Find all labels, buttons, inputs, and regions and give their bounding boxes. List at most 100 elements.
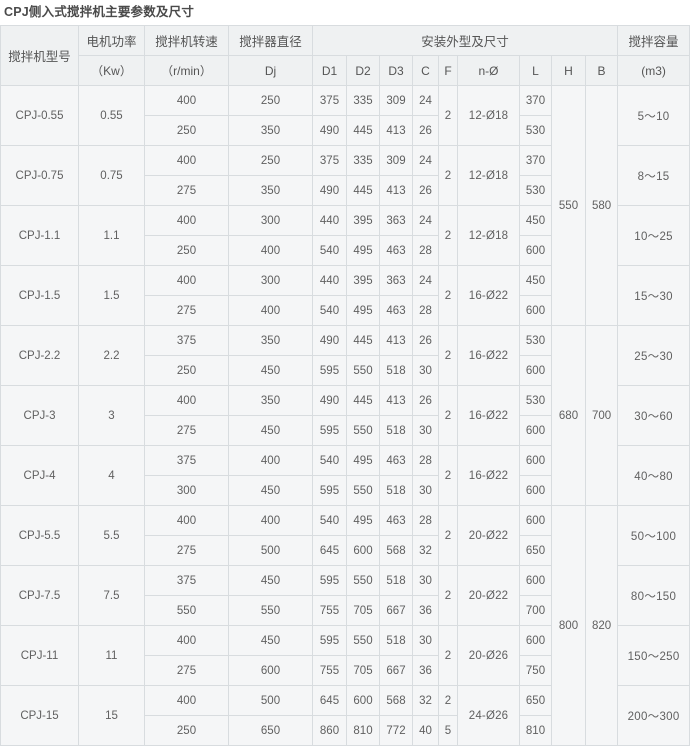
- cell-d3: 309: [380, 86, 413, 116]
- cell-dj: 450: [229, 476, 313, 506]
- cell-l: 600: [520, 296, 552, 326]
- cell-speed: 375: [145, 446, 229, 476]
- cell-b: 820: [586, 506, 618, 746]
- cell-nd: 20-Ø22: [458, 506, 520, 566]
- cell-d1: 490: [313, 326, 347, 356]
- cell-dj: 400: [229, 506, 313, 536]
- cell-d1: 595: [313, 476, 347, 506]
- cell-dj: 450: [229, 356, 313, 386]
- cell-c: 28: [413, 296, 439, 326]
- cell-model: CPJ-5.5: [1, 506, 79, 566]
- cell-l: 370: [520, 146, 552, 176]
- cell-d3: 518: [380, 416, 413, 446]
- header-diameter-unit: Dj: [229, 56, 313, 86]
- cell-dj: 400: [229, 446, 313, 476]
- cell-d1: 540: [313, 446, 347, 476]
- cell-nd: 16-Ø22: [458, 446, 520, 506]
- cell-c: 24: [413, 146, 439, 176]
- cell-model: CPJ-15: [1, 686, 79, 746]
- cell-nd: 16-Ø22: [458, 386, 520, 446]
- cell-f: 2: [439, 326, 458, 386]
- cell-c: 32: [413, 536, 439, 566]
- cell-l: 530: [520, 326, 552, 356]
- cell-d3: 518: [380, 476, 413, 506]
- cell-speed: 250: [145, 116, 229, 146]
- cell-d3: 413: [380, 326, 413, 356]
- cell-speed: 400: [145, 146, 229, 176]
- cell-d1: 540: [313, 506, 347, 536]
- cell-c: 36: [413, 596, 439, 626]
- cell-b: 580: [586, 86, 618, 326]
- cell-l: 600: [520, 566, 552, 596]
- cell-d1: 375: [313, 86, 347, 116]
- cell-d3: 568: [380, 686, 413, 716]
- cell-l: 750: [520, 656, 552, 686]
- header-row-units: （Kw） （r/min） Dj D1 D2 D3 C F n-Ø L H B (…: [1, 56, 690, 86]
- cell-dj: 550: [229, 596, 313, 626]
- cell-d2: 445: [347, 176, 380, 206]
- cell-d1: 595: [313, 416, 347, 446]
- cell-dj: 350: [229, 176, 313, 206]
- cell-speed: 375: [145, 566, 229, 596]
- cell-l: 600: [520, 446, 552, 476]
- header-nd: n-Ø: [458, 56, 520, 86]
- cell-speed: 400: [145, 626, 229, 656]
- cell-dj: 300: [229, 206, 313, 236]
- cell-power: 0.55: [79, 86, 145, 146]
- cell-model: CPJ-0.55: [1, 86, 79, 146]
- cell-d3: 463: [380, 446, 413, 476]
- cell-l: 810: [520, 716, 552, 746]
- header-install-dims: 安装外型及尺寸: [313, 26, 618, 56]
- cell-f: 2: [439, 206, 458, 266]
- cell-c: 30: [413, 356, 439, 386]
- cell-c: 30: [413, 476, 439, 506]
- header-b: B: [586, 56, 618, 86]
- cell-l: 600: [520, 506, 552, 536]
- cell-h: 800: [552, 506, 586, 746]
- cell-d3: 363: [380, 206, 413, 236]
- cell-f: 2: [439, 566, 458, 626]
- cell-c: 26: [413, 386, 439, 416]
- cell-dj: 400: [229, 236, 313, 266]
- cell-volume: 30～60: [618, 386, 690, 446]
- cell-nd: 12-Ø18: [458, 206, 520, 266]
- cell-d3: 568: [380, 536, 413, 566]
- cell-d2: 550: [347, 476, 380, 506]
- cell-d1: 440: [313, 206, 347, 236]
- cell-f: 2: [439, 446, 458, 506]
- cell-h: 680: [552, 326, 586, 506]
- cell-volume: 25～30: [618, 326, 690, 386]
- header-h: H: [552, 56, 586, 86]
- cell-c: 24: [413, 206, 439, 236]
- cell-dj: 500: [229, 536, 313, 566]
- cell-d3: 363: [380, 266, 413, 296]
- cell-c: 24: [413, 86, 439, 116]
- cell-dj: 250: [229, 146, 313, 176]
- cell-l: 600: [520, 476, 552, 506]
- header-l: L: [520, 56, 552, 86]
- cell-d3: 667: [380, 656, 413, 686]
- cell-f: 2: [439, 506, 458, 566]
- cell-speed: 250: [145, 716, 229, 746]
- cell-model: CPJ-4: [1, 446, 79, 506]
- cell-dj: 350: [229, 386, 313, 416]
- cell-d2: 335: [347, 86, 380, 116]
- cell-d3: 463: [380, 236, 413, 266]
- cell-speed: 275: [145, 296, 229, 326]
- cell-d2: 395: [347, 206, 380, 236]
- cell-f: 2: [439, 86, 458, 146]
- cell-l: 600: [520, 416, 552, 446]
- cell-c: 26: [413, 116, 439, 146]
- cell-c: 26: [413, 176, 439, 206]
- header-speed: 搅拌机转速: [145, 26, 229, 56]
- header-c: C: [413, 56, 439, 86]
- cell-d1: 755: [313, 596, 347, 626]
- cell-model: CPJ-2.2: [1, 326, 79, 386]
- cell-nd: 24-Ø26: [458, 686, 520, 746]
- cell-l: 530: [520, 116, 552, 146]
- cell-d2: 495: [347, 446, 380, 476]
- cell-b: 700: [586, 326, 618, 506]
- cell-nd: 16-Ø22: [458, 266, 520, 326]
